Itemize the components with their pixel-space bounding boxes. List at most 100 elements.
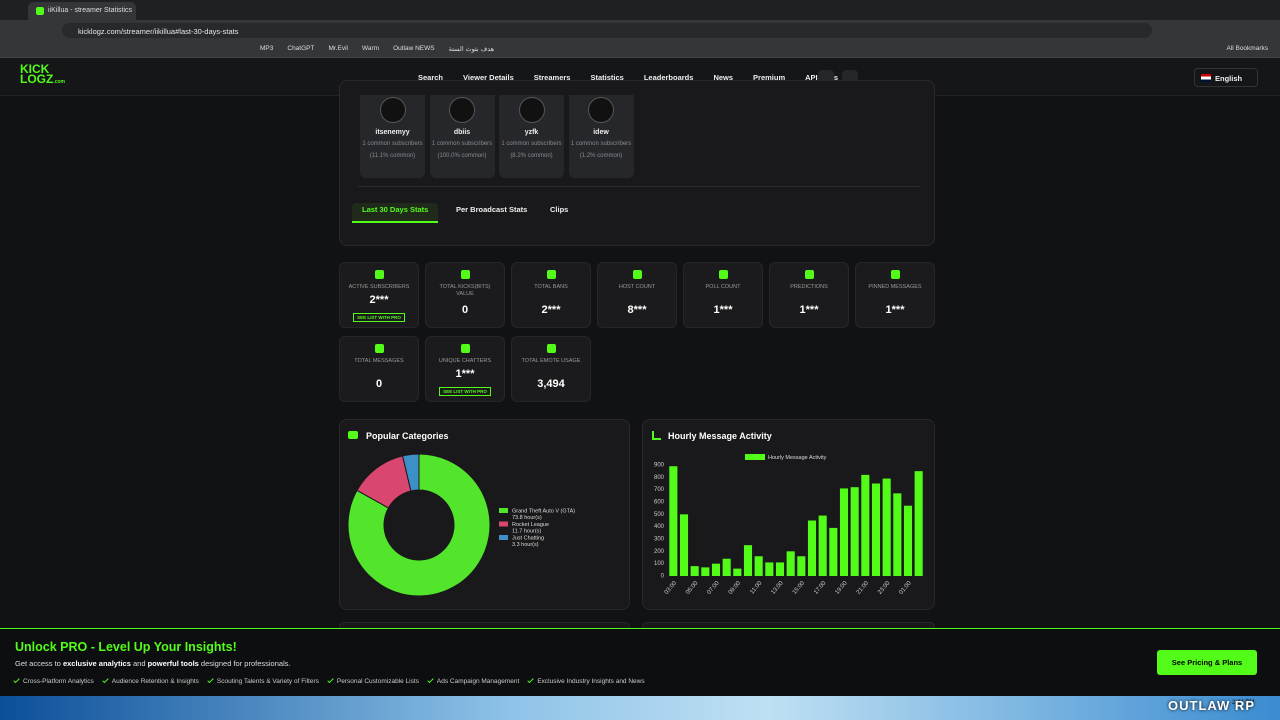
y-tick-label: 600 bbox=[654, 500, 665, 506]
promo-features: Cross-Platform Analytics Audience Retenti… bbox=[13, 676, 645, 685]
nav-link[interactable]: Streamers bbox=[533, 73, 571, 82]
stat-icon bbox=[460, 344, 470, 353]
stat-value: 3,494 bbox=[537, 378, 565, 390]
stat-link[interactable]: SEE LIST WITH PRO bbox=[353, 313, 405, 322]
stat-icon bbox=[546, 270, 556, 279]
feature-text: Exclusive Industry Insights and News bbox=[537, 678, 645, 685]
bookmarks-bar bbox=[0, 41, 1280, 58]
subscriber-text: 1 common subscribers (8.2% common) bbox=[501, 141, 562, 159]
stat-value: 0 bbox=[461, 304, 469, 316]
nav-link[interactable]: Viewer Details bbox=[463, 73, 514, 82]
bookmark[interactable]: Outlaw NEWS bbox=[393, 45, 435, 52]
stat-value: 1*** bbox=[885, 304, 905, 316]
stat-label: TOTAL MESSAGES bbox=[354, 358, 404, 364]
legend-swatch bbox=[745, 454, 765, 460]
hourly-icon bbox=[652, 431, 661, 440]
y-tick-label: 400 bbox=[654, 524, 665, 530]
subscriber-card[interactable]: itsenemyy 1 common subscribers (11.1% com… bbox=[360, 95, 425, 178]
categories-icon bbox=[348, 431, 358, 439]
language-select[interactable]: English bbox=[1194, 68, 1258, 87]
stat-value: 2*** bbox=[541, 304, 561, 316]
stat-label: TOTAL KICKS(BITS) VALUE bbox=[439, 284, 491, 297]
x-tick-label: 11:00 bbox=[749, 580, 763, 596]
stat-value: 1*** bbox=[799, 304, 819, 316]
legend-label: Rocket League bbox=[512, 522, 549, 528]
bookmark[interactable]: هدف بثوث الستة bbox=[448, 46, 495, 53]
nav-link[interactable]: News bbox=[713, 73, 734, 82]
bar bbox=[903, 505, 913, 576]
tab[interactable]: Per Broadcast Stats bbox=[456, 205, 528, 214]
nav-link[interactable]: Premium bbox=[753, 73, 786, 82]
feature: Scouting Talents & Variety of Filters bbox=[207, 676, 319, 685]
y-tick-label: 100 bbox=[654, 561, 665, 567]
subscriber-name: idew bbox=[593, 129, 609, 136]
bar bbox=[743, 545, 753, 576]
legend-label: Grand Theft Auto V (GTA) bbox=[512, 508, 575, 514]
stat-card: HOST COUNT 8*** bbox=[597, 262, 677, 328]
x-tick-label: 23:00 bbox=[877, 580, 892, 596]
taskbar bbox=[0, 696, 1280, 720]
bar bbox=[893, 493, 902, 576]
logo[interactable]: KICK LOGZ.com bbox=[20, 63, 65, 87]
stat-value: 8*** bbox=[627, 304, 647, 316]
subscriber-card[interactable]: dbiis 1 common subscribers (100.0% common… bbox=[429, 95, 495, 178]
browser-tab[interactable]: iiKillua - streamer Statistics bbox=[28, 2, 136, 20]
intro-bold: powerful tools bbox=[147, 659, 199, 668]
nav-link[interactable]: Search bbox=[418, 73, 444, 82]
stat-icon bbox=[804, 270, 814, 279]
stat-value: 2*** bbox=[369, 294, 389, 306]
bar bbox=[839, 488, 849, 576]
y-tick-label: 900 bbox=[654, 463, 665, 469]
bar bbox=[914, 471, 923, 576]
all-bookmarks[interactable]: All Bookmarks bbox=[1226, 45, 1268, 52]
bar bbox=[829, 527, 838, 576]
feature: Ads Campaign Management bbox=[427, 676, 519, 685]
bar bbox=[722, 558, 731, 576]
promo-banner bbox=[0, 628, 1280, 696]
bookmark[interactable]: Mr.Evil bbox=[328, 45, 348, 52]
bar bbox=[807, 520, 817, 576]
tab[interactable]: Clips bbox=[550, 205, 569, 214]
stat-icon bbox=[890, 270, 900, 279]
nav-link[interactable]: Statistics bbox=[590, 73, 624, 82]
stat-label: HOST COUNT bbox=[618, 284, 656, 290]
bar bbox=[850, 487, 859, 576]
bar bbox=[861, 474, 870, 576]
bookmark[interactable]: ChatGPT bbox=[287, 45, 315, 52]
promo-intro: Get access to exclusive analytics and po… bbox=[15, 659, 291, 668]
stat-card: TOTAL KICKS(BITS) VALUE 0 bbox=[425, 262, 505, 328]
legend-swatch bbox=[499, 535, 508, 540]
tab[interactable]: Last 30 Days Stats bbox=[352, 203, 439, 223]
subscriber-name: yzfk bbox=[524, 129, 539, 136]
subscriber-card[interactable]: yzfk 1 common subscribers (8.2% common) bbox=[499, 95, 564, 178]
nav-link[interactable]: Leaderboards bbox=[643, 73, 694, 82]
check-icon bbox=[207, 676, 214, 684]
url-field[interactable]: kicklogz.com/streamer/iikillua#last-30-d… bbox=[62, 23, 1152, 38]
subscriber-name: itsenemyy bbox=[375, 129, 410, 136]
stat-icon bbox=[632, 270, 642, 279]
promo-title: Unlock PRO - Level Up Your Insights! bbox=[15, 640, 237, 654]
legend-value: 3.3 hour(s) bbox=[512, 542, 539, 548]
pie-slice bbox=[347, 453, 491, 597]
stat-icon bbox=[374, 344, 384, 353]
logo-text: LOGZ bbox=[20, 72, 54, 86]
legend-label: Just Chatting bbox=[512, 535, 544, 541]
pricing-button[interactable]: See Pricing & Plans bbox=[1157, 650, 1257, 675]
stat-link[interactable]: SEE LIST WITH PRO bbox=[439, 387, 491, 396]
stat-icon bbox=[546, 344, 556, 353]
check-icon bbox=[527, 676, 534, 684]
subscriber-text: 1 common subscribers (100.0% common) bbox=[431, 141, 493, 159]
subscriber-card[interactable]: idew 1 common subscribers (1.2% common) bbox=[568, 95, 634, 178]
x-tick-label: 01:00 bbox=[898, 580, 913, 596]
intro-text: designed for professionals. bbox=[198, 659, 291, 668]
bookmark[interactable]: MP3 bbox=[260, 45, 274, 52]
bookmark[interactable]: Warm bbox=[361, 45, 380, 52]
subscriber-name: dbiis bbox=[453, 129, 471, 136]
bar bbox=[701, 567, 710, 576]
stat-icon bbox=[460, 270, 470, 279]
watermark: OUTLAW RP bbox=[1168, 698, 1255, 713]
y-tick-label: 500 bbox=[654, 512, 665, 518]
x-tick-label: 17:00 bbox=[813, 580, 828, 596]
